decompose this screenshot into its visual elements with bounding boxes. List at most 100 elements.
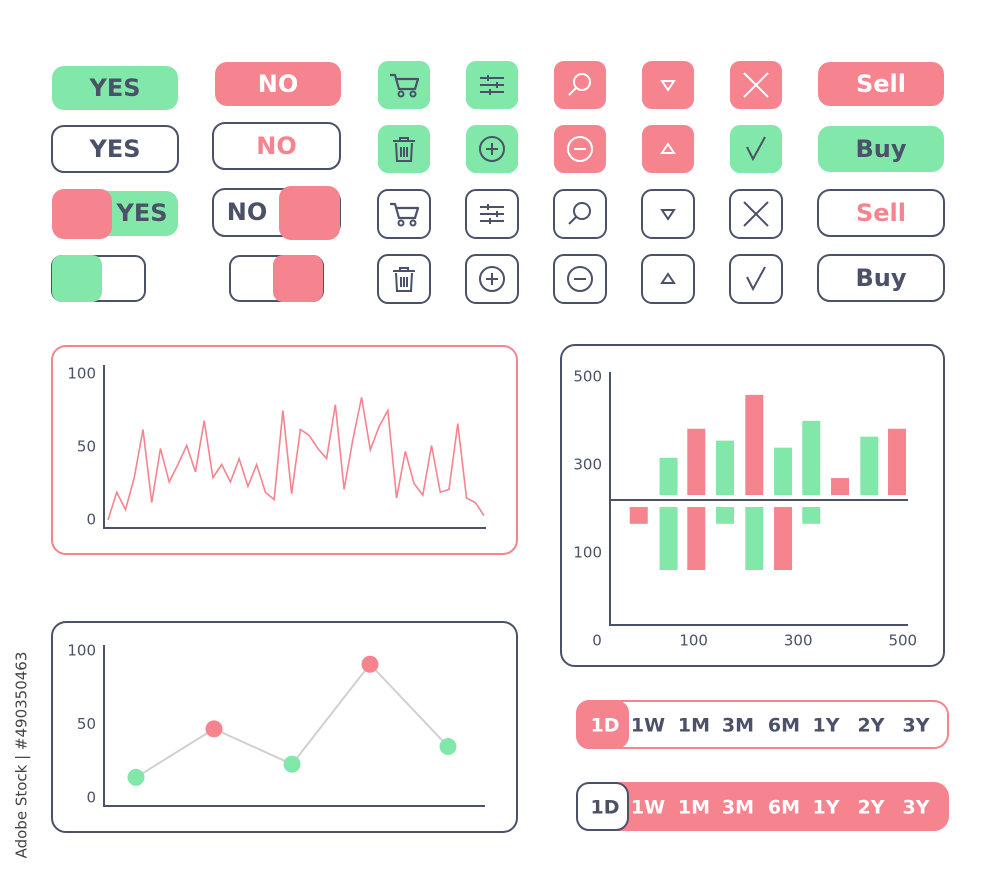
icon-button[interactable] [642,61,694,109]
button-label[interactable]: Sell [856,199,906,227]
toggle-label[interactable]: YES [115,199,167,227]
icon [743,201,769,227]
bar [860,436,879,496]
range-option[interactable]: 2Y [858,797,885,819]
button-label[interactable]: Buy [855,135,906,163]
y-tick-label: 500 [573,367,602,385]
icon-button[interactable] [554,61,606,109]
range-option[interactable]: 1W [631,797,665,819]
chart-frame [51,345,518,555]
range-option[interactable]: 3Y [903,715,930,737]
icon-group [479,266,505,292]
icon [390,202,420,220]
toggle-label[interactable]: NO [227,198,268,226]
bar [831,478,850,496]
icon [393,137,415,162]
button-label[interactable]: Sell [856,70,906,98]
icon [660,272,676,284]
icon [479,136,505,162]
icon-button[interactable] [377,189,431,239]
range-option[interactable]: 1W [631,715,665,737]
icon-button[interactable] [553,189,607,239]
icon-button[interactable] [642,125,694,173]
range-option[interactable]: 1Y [813,797,840,819]
button-label[interactable]: NO [256,132,297,160]
icon [390,73,420,91]
icon [409,90,417,98]
bar [888,428,907,496]
button[interactable] [818,62,944,106]
chart-frame [560,344,945,667]
button-label[interactable]: NO [258,70,299,98]
icon-button[interactable] [641,254,695,304]
button[interactable] [215,62,341,106]
y-tick-label: 300 [573,455,602,473]
icon [660,209,676,221]
range-option[interactable]: 3M [722,715,754,737]
range-option[interactable]: 3M [722,797,754,819]
bar [629,507,648,524]
range-active[interactable] [576,782,629,831]
icon-group [746,266,766,292]
range-option[interactable]: 2Y [858,715,885,737]
button[interactable] [817,189,945,237]
range-option[interactable]: 1M [678,797,710,819]
icon-button[interactable] [729,254,783,304]
icon-group [393,137,415,162]
icon [746,136,766,162]
range-option[interactable]: 1D [591,715,620,737]
icon-group [567,136,593,162]
icon-group [479,136,505,162]
icon [567,266,593,292]
origin-label: 0 [592,632,602,650]
range-option[interactable]: 1D [591,797,620,819]
icon [746,266,766,292]
bar [659,507,678,570]
icon-group [480,75,504,95]
icon-group [568,73,591,96]
y-tick-label: 100 [67,365,96,383]
x-tick-label: 500 [888,632,917,650]
chart-frame [51,621,518,833]
icon-group [743,201,769,227]
range-option[interactable]: 6M [768,715,800,737]
range-option[interactable]: 1M [678,715,710,737]
icon-group [480,204,504,224]
button[interactable] [51,125,179,173]
icon [567,136,593,162]
icon-group [660,142,676,154]
bar [802,420,821,496]
range-option[interactable]: 3Y [903,797,930,819]
icon-button[interactable] [641,189,695,239]
range-option[interactable]: 1Y [813,715,840,737]
button-label[interactable]: Buy [855,264,906,292]
bar [745,507,764,570]
toggle-knob[interactable] [52,189,112,239]
icon-group [390,202,420,227]
y-tick-label: 100 [67,642,96,660]
toggle-knob[interactable] [52,255,102,302]
axis [609,372,908,626]
data-point [283,755,301,773]
button[interactable] [817,254,945,302]
toggle-knob[interactable] [279,186,340,240]
icon-group [567,266,593,292]
button[interactable] [212,122,341,170]
icon-button[interactable] [378,61,430,109]
icon-button[interactable] [730,125,782,173]
icon-group [660,209,676,221]
icon [568,216,577,225]
button-label[interactable]: YES [88,135,140,163]
button-label[interactable]: YES [88,74,140,102]
range-active[interactable] [576,700,629,749]
toggle-knob[interactable] [273,255,323,302]
icon [393,267,415,292]
button[interactable] [52,66,178,110]
icon-group [660,272,676,284]
data-point [205,720,223,738]
x-tick-label: 100 [679,632,708,650]
range-option[interactable]: 6M [768,797,800,819]
button[interactable] [818,126,944,172]
icon [397,219,405,227]
bar [745,394,764,496]
